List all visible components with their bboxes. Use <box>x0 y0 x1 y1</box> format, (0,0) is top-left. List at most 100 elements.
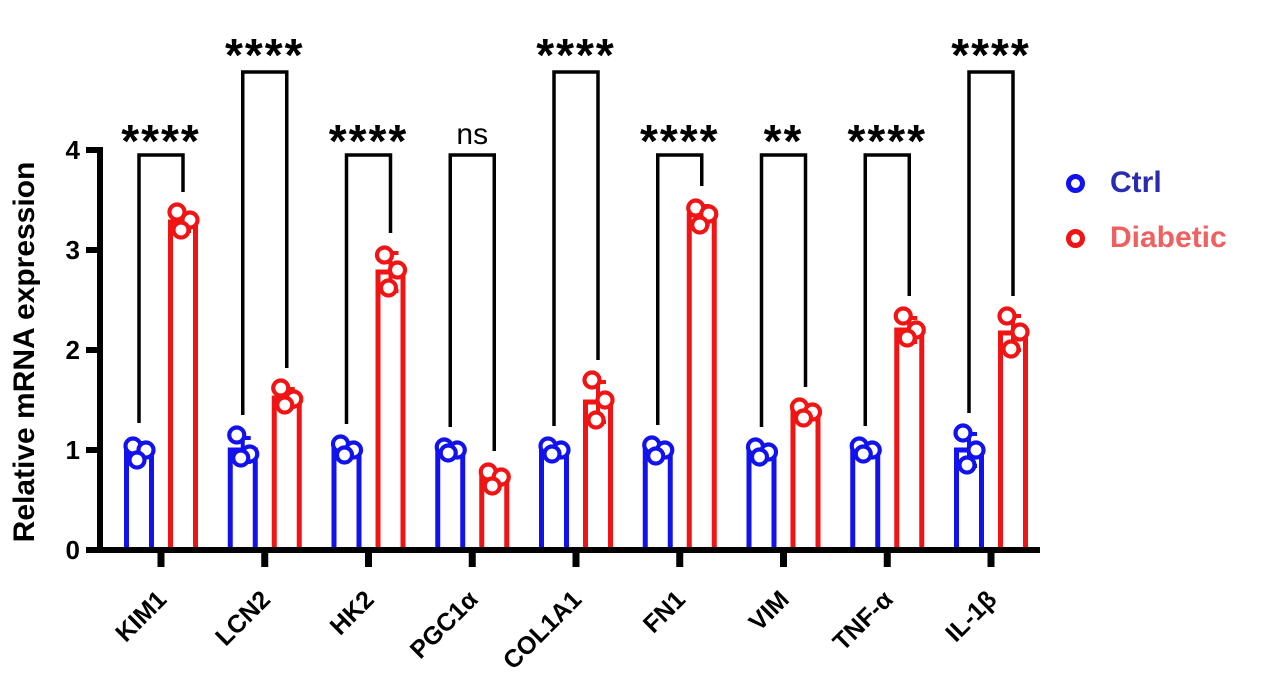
x-category-label: LCN2 <box>210 585 276 651</box>
bar-group-Ctrl-IL-1β <box>953 423 986 552</box>
data-point <box>387 260 408 280</box>
y-tick-label: 2 <box>66 335 80 365</box>
significance-label: ** <box>764 115 804 167</box>
x-category-label: TNF-α <box>828 585 899 656</box>
x-category-label: HK2 <box>325 585 380 640</box>
x-category-label: IL-1β <box>940 585 1002 647</box>
data-point <box>334 445 355 465</box>
data-point <box>997 306 1017 326</box>
x-category-label: VIM <box>744 585 795 636</box>
bar <box>271 395 302 552</box>
significance-bracket <box>552 70 600 426</box>
y-axis-title: Relative mRNA expression <box>8 162 41 543</box>
data-point <box>793 408 814 428</box>
x-category-label: COL1A1 <box>498 585 588 675</box>
bar-group-Ctrl-PGC1α <box>434 437 467 552</box>
significance-bracket <box>241 70 289 415</box>
data-point <box>582 370 602 390</box>
legend-item-ctrl: Ctrl <box>1066 162 1227 204</box>
bar-group-Ctrl-KIM1 <box>123 436 156 552</box>
bar-group-Ctrl-TNF-α <box>849 436 882 552</box>
significance-label: **** <box>640 115 720 167</box>
data-point <box>966 440 986 460</box>
legend: Ctrl Diabetic <box>1066 162 1227 272</box>
ctrl-open-circle-icon <box>1066 173 1085 193</box>
data-point <box>378 278 399 298</box>
significance-label: **** <box>951 29 1031 81</box>
y-tick-label: 4 <box>66 135 81 165</box>
data-point <box>374 245 395 265</box>
significance-bracket <box>137 153 185 423</box>
bar <box>168 219 198 552</box>
data-point <box>646 446 666 466</box>
significance-bracket <box>448 153 496 451</box>
data-point <box>595 390 615 410</box>
bar-group-Diabetic-TNF-α <box>893 306 926 552</box>
data-point <box>690 215 710 235</box>
data-point <box>275 395 295 415</box>
data-point <box>1010 322 1030 342</box>
significance-bracket <box>759 153 808 427</box>
bar-group-Diabetic-IL-1β <box>997 306 1030 552</box>
data-point <box>749 447 770 467</box>
data-point <box>957 455 977 475</box>
bar <box>375 269 406 552</box>
diabetic-open-circle-icon <box>1066 228 1085 248</box>
significance-label: **** <box>847 115 927 167</box>
bar <box>331 447 362 552</box>
bar <box>435 447 466 552</box>
bar-group-Diabetic-FN1 <box>686 198 719 552</box>
significance-label: **** <box>536 29 616 81</box>
significance-label: **** <box>329 115 409 167</box>
data-point <box>271 378 291 398</box>
legend-item-diabetic: Diabetic <box>1066 217 1227 259</box>
bar <box>746 449 777 552</box>
significance-label: **** <box>225 29 305 81</box>
bar-group-Diabetic-VIM <box>789 397 823 552</box>
data-point <box>853 444 873 464</box>
data-point <box>586 410 606 430</box>
data-point <box>231 448 251 468</box>
data-point <box>897 328 917 348</box>
x-category-label: KIM1 <box>110 585 172 647</box>
bar <box>850 447 881 552</box>
y-tick-label: 1 <box>66 435 80 465</box>
data-point <box>1001 339 1021 359</box>
bar <box>790 410 821 552</box>
significance-bracket <box>863 153 911 426</box>
data-point <box>167 202 187 222</box>
bar-group-Diabetic-HK2 <box>374 245 408 552</box>
x-category-label: PGC1α <box>405 585 484 664</box>
bar <box>686 212 717 552</box>
data-point <box>171 220 191 240</box>
significance-bracket <box>656 153 704 425</box>
significance-bracket <box>967 70 1015 413</box>
data-point <box>127 450 147 470</box>
data-point <box>953 423 973 443</box>
bar-group-Ctrl-VIM <box>745 437 779 552</box>
bar-group-Ctrl-FN1 <box>642 435 675 552</box>
bar-group-Diabetic-PGC1α <box>478 462 511 552</box>
bar <box>998 330 1028 552</box>
y-tick-label: 0 <box>66 535 80 565</box>
bar <box>894 327 925 552</box>
bar-group-Diabetic-COL1A1 <box>582 370 615 552</box>
bar-group-Ctrl-LCN2 <box>227 425 260 552</box>
data-point <box>227 425 247 445</box>
bar-group-Diabetic-LCN2 <box>271 378 304 552</box>
bar-group-Ctrl-COL1A1 <box>538 436 571 552</box>
data-point <box>438 443 458 463</box>
y-tick-label: 3 <box>66 235 80 265</box>
x-category-label: FN1 <box>638 585 691 638</box>
significance-label: ns <box>456 118 488 151</box>
significance-bracket <box>344 153 393 424</box>
bar <box>539 447 569 552</box>
significance-label: **** <box>121 115 201 167</box>
data-point <box>482 476 502 496</box>
bar-group-Ctrl-HK2 <box>330 434 364 552</box>
bar-group-Diabetic-KIM1 <box>167 202 200 552</box>
data-point <box>893 306 913 326</box>
ctrl-legend-label: Ctrl <box>1110 166 1162 199</box>
